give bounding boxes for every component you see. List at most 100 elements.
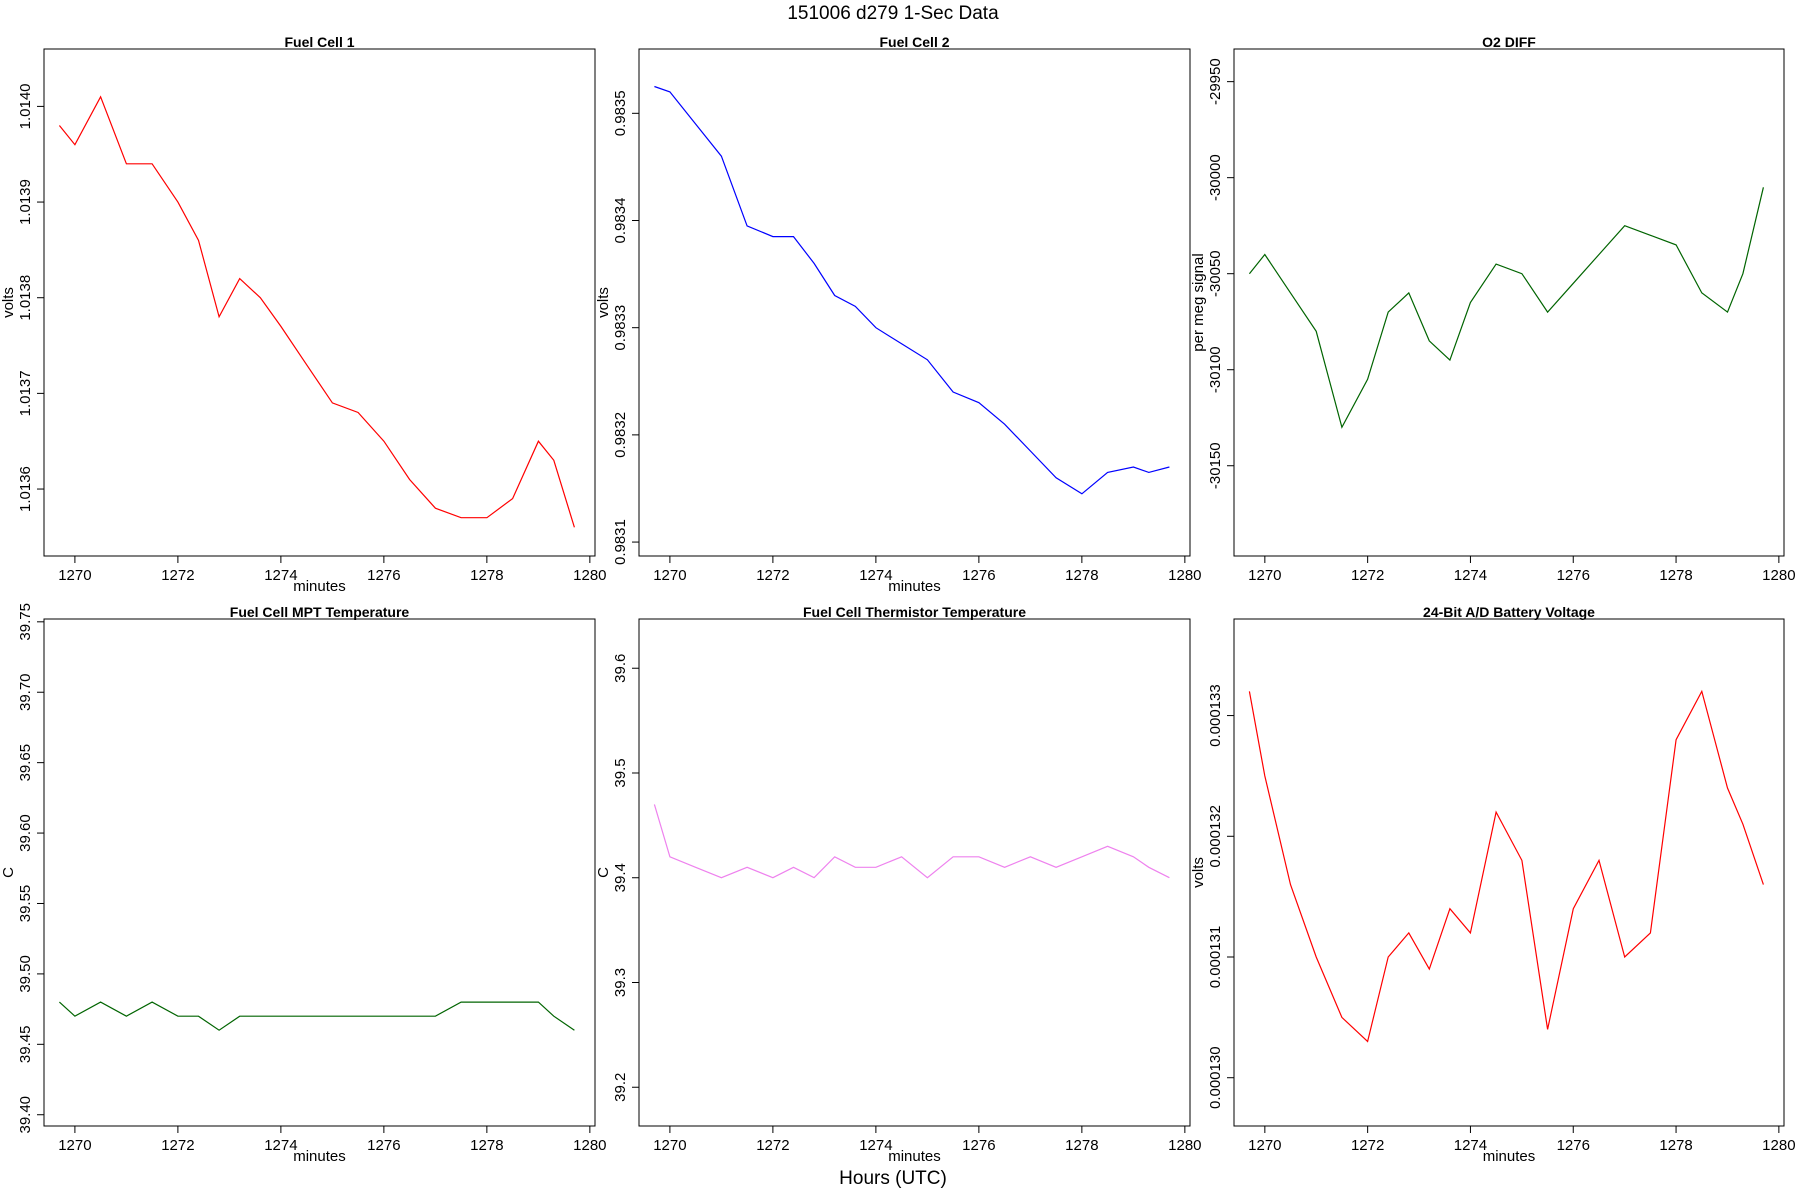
y-tick-label: 1.0140 bbox=[17, 83, 34, 129]
y-tick-label: 1.0136 bbox=[17, 466, 34, 512]
x-tick-label: 1280 bbox=[573, 1137, 606, 1154]
chart-panel-2: Fuel Cell 2 1270 1272 1274 1276 1278 1280 minut… bbox=[595, 34, 1202, 595]
plot-frame bbox=[638, 48, 1191, 557]
y-tick-label: 0.000131 bbox=[1207, 926, 1224, 989]
x-tick-label: 1278 bbox=[1659, 567, 1692, 584]
y-tick-label: 39.50 bbox=[17, 955, 34, 993]
x-tick-label: 1270 bbox=[1248, 567, 1281, 584]
y-tick-label: 0.9832 bbox=[612, 412, 629, 458]
panel-title: Fuel Cell Thermistor Temperature bbox=[803, 604, 1026, 620]
x-tick-label: 1272 bbox=[161, 1137, 194, 1154]
x-axis-label: minutes bbox=[888, 1148, 941, 1165]
x-tick-label: 1274 bbox=[1454, 567, 1487, 584]
y-tick-label: 0.000133 bbox=[1207, 684, 1224, 747]
x-tick-label: 1274 bbox=[859, 567, 892, 584]
y-axis-label: volts bbox=[0, 287, 17, 318]
x-axis-label: minutes bbox=[1483, 1148, 1536, 1165]
plot-frame bbox=[1233, 618, 1785, 1127]
chart-panel-1: Fuel Cell 1 1270 1272 1274 1276 1278 1280 minut… bbox=[0, 34, 607, 595]
y-tick-label: 0.9831 bbox=[612, 519, 629, 565]
y-tick-label: 0.000130 bbox=[1207, 1046, 1224, 1109]
y-tick-label: 39.45 bbox=[17, 1026, 34, 1064]
plot-frame bbox=[43, 48, 596, 557]
y-tick-label: 1.0139 bbox=[17, 179, 34, 225]
panel-title: Fuel Cell MPT Temperature bbox=[230, 604, 410, 620]
x-tick-label: 1274 bbox=[1454, 1137, 1487, 1154]
chart-panel-5: Fuel Cell Thermistor Temperature 1270 1272… bbox=[595, 604, 1202, 1165]
series-line bbox=[654, 85, 1170, 495]
y-tick-label: 0.9835 bbox=[612, 90, 629, 136]
y-tick-label: 0.9833 bbox=[612, 305, 629, 351]
series-line bbox=[653, 804, 1170, 879]
x-tick-label: 1274 bbox=[264, 567, 297, 584]
figure-title: 151006 d279 1-Sec Data bbox=[787, 3, 999, 24]
x-tick-label: 1280 bbox=[1168, 567, 1201, 584]
y-tick-label: 1.0137 bbox=[17, 370, 34, 416]
x-tick-label: 1276 bbox=[962, 1137, 995, 1154]
series-line bbox=[1248, 187, 1764, 429]
x-tick-label: 1274 bbox=[264, 1137, 297, 1154]
x-tick-label: 1270 bbox=[1248, 1137, 1281, 1154]
x-tick-label: 1280 bbox=[1168, 1137, 1201, 1154]
x-tick-label: 1278 bbox=[470, 1137, 503, 1154]
x-tick-label: 1276 bbox=[1557, 1137, 1590, 1154]
plot-frame bbox=[638, 618, 1191, 1127]
x-tick-label: 1270 bbox=[58, 1137, 91, 1154]
x-tick-label: 1274 bbox=[859, 1137, 892, 1154]
y-tick-label: 39.5 bbox=[612, 758, 629, 787]
x-axis-label: minutes bbox=[888, 578, 941, 595]
x-tick-label: 1272 bbox=[1351, 567, 1384, 584]
y-tick-label: 39.4 bbox=[612, 863, 629, 892]
plot-frame bbox=[1233, 48, 1785, 557]
x-tick-label: 1272 bbox=[1351, 1137, 1384, 1154]
x-axis-label: minutes bbox=[293, 1148, 346, 1165]
y-axis-label: C bbox=[595, 867, 612, 878]
y-axis-label: C bbox=[0, 867, 17, 878]
y-tick-label: 39.2 bbox=[612, 1073, 629, 1102]
x-tick-label: 1272 bbox=[756, 567, 789, 584]
chart-panel-4: Fuel Cell MPT Temperature 1270 1272 1274 127… bbox=[0, 603, 607, 1165]
y-tick-label: 39.3 bbox=[612, 968, 629, 997]
y-tick-label: 39.70 bbox=[17, 673, 34, 711]
chart-panel-3: O2 DIFF 1270 1272 1274 1276 1278 1280 -30150 -30… bbox=[1190, 34, 1796, 584]
y-tick-label: -29950 bbox=[1207, 58, 1224, 105]
panel-title: O2 DIFF bbox=[1482, 34, 1536, 50]
x-tick-label: 1276 bbox=[367, 1137, 400, 1154]
x-tick-label: 1272 bbox=[756, 1137, 789, 1154]
y-axis-label: per meg signal bbox=[1190, 253, 1207, 351]
x-tick-label: 1278 bbox=[1065, 567, 1098, 584]
x-tick-label: 1280 bbox=[573, 567, 606, 584]
y-tick-label: 1.0138 bbox=[17, 275, 34, 321]
chart-panel-6: 24-Bit A/D Battery Voltage 1270 1272 1274 12… bbox=[1190, 604, 1796, 1165]
x-tick-label: 1270 bbox=[58, 567, 91, 584]
x-tick-label: 1278 bbox=[1659, 1137, 1692, 1154]
y-tick-label: -30050 bbox=[1207, 250, 1224, 297]
x-tick-label: 1276 bbox=[367, 567, 400, 584]
y-tick-label: -30100 bbox=[1207, 346, 1224, 393]
x-tick-label: 1276 bbox=[962, 567, 995, 584]
y-tick-label: 0.9834 bbox=[612, 198, 629, 244]
y-tick-label: 39.65 bbox=[17, 744, 34, 782]
panels: Fuel Cell 1 1270 1272 1274 1276 1278 1280 minut… bbox=[0, 34, 1796, 1165]
x-tick-label: 1270 bbox=[653, 567, 686, 584]
y-axis-label: volts bbox=[595, 287, 612, 318]
series-line bbox=[1248, 689, 1764, 1043]
x-tick-label: 1280 bbox=[1762, 567, 1795, 584]
panel-title: 24-Bit A/D Battery Voltage bbox=[1423, 604, 1595, 620]
x-tick-label: 1276 bbox=[1557, 567, 1590, 584]
y-axis-label: volts bbox=[1190, 857, 1207, 888]
y-tick-label: 39.6 bbox=[612, 654, 629, 683]
figure-xlabel: Hours (UTC) bbox=[839, 1168, 947, 1189]
panel-title: Fuel Cell 1 bbox=[284, 34, 354, 50]
y-tick-label: 0.000132 bbox=[1207, 805, 1224, 868]
x-tick-label: 1272 bbox=[161, 567, 194, 584]
x-tick-label: 1280 bbox=[1762, 1137, 1795, 1154]
y-tick-label: 39.55 bbox=[17, 885, 34, 923]
panel-title: Fuel Cell 2 bbox=[879, 34, 949, 50]
y-tick-label: -30000 bbox=[1207, 154, 1224, 201]
series-line bbox=[58, 95, 575, 528]
plot-frame bbox=[43, 618, 596, 1127]
series-line bbox=[58, 1001, 575, 1031]
